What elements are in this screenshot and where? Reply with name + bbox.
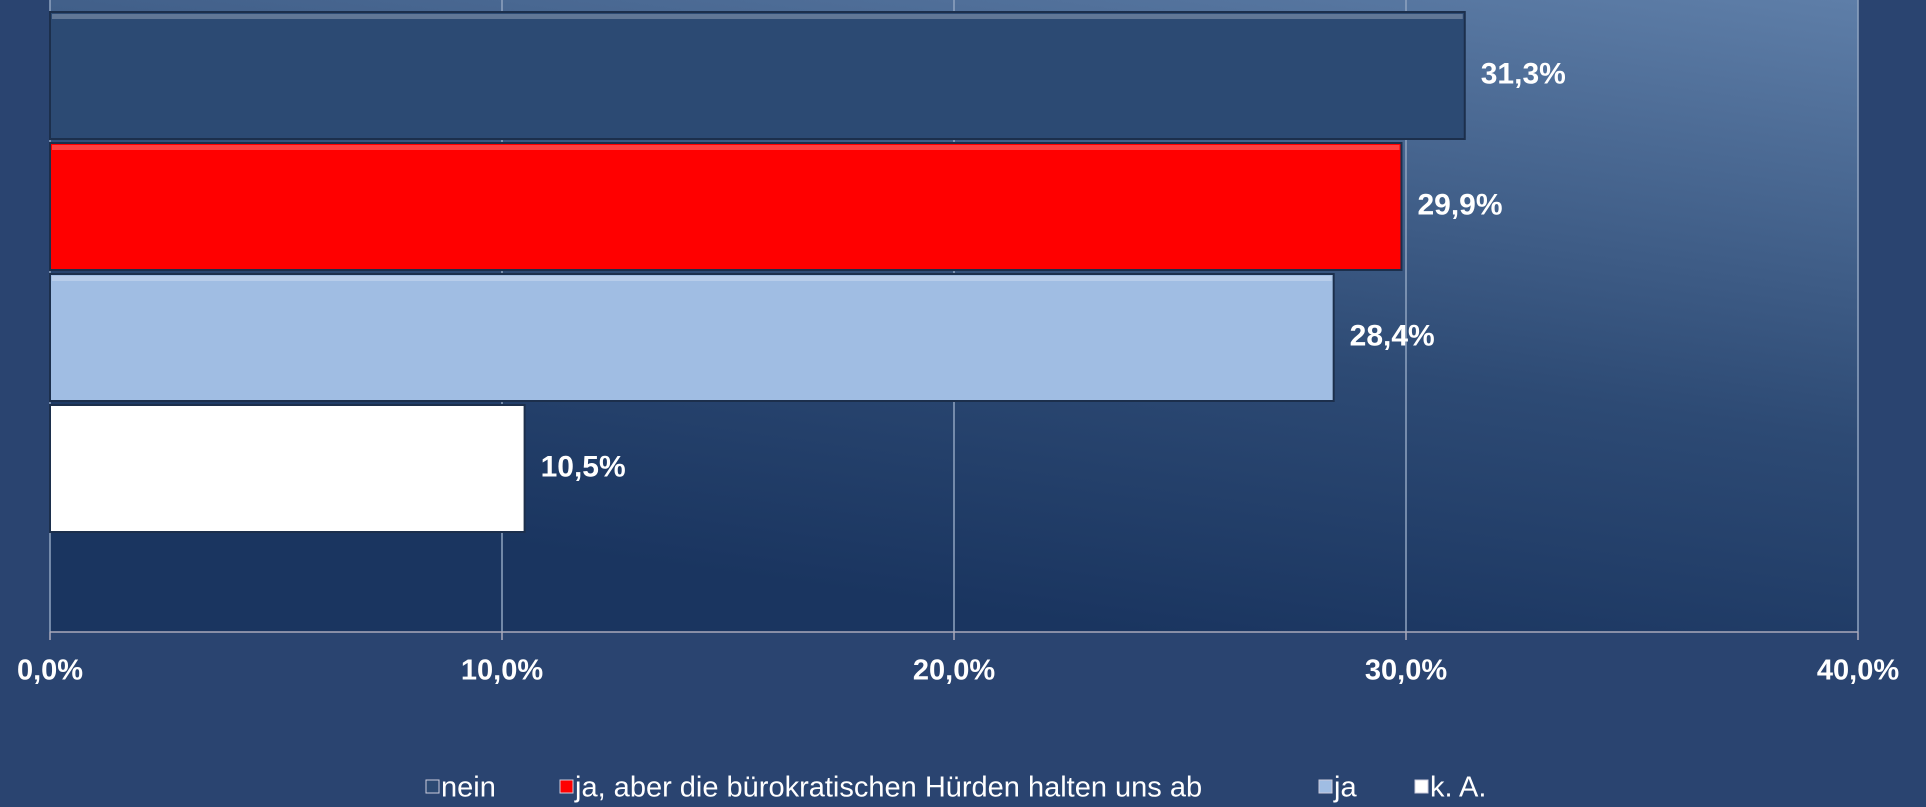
bar-highlight	[52, 14, 1463, 19]
legend-label: ja, aber die bürokratischen Hürden halte…	[574, 772, 1202, 804]
x-tick-label: 40,0%	[1817, 655, 1899, 687]
legend-label: k. A.	[1430, 772, 1486, 804]
x-tick-label: 20,0%	[913, 655, 995, 687]
bar	[49, 404, 526, 533]
value-label: 28,4%	[1350, 319, 1435, 352]
value-label: 29,9%	[1417, 188, 1502, 221]
legend-swatch	[1318, 779, 1333, 794]
legend-swatch	[425, 779, 440, 794]
bar-highlight	[52, 276, 1332, 281]
value-label: 31,3%	[1481, 57, 1566, 90]
legend-label: nein	[441, 772, 496, 804]
bar	[49, 273, 1335, 402]
x-tick-label: 30,0%	[1365, 655, 1447, 687]
bar	[49, 142, 1403, 271]
legend-swatch	[559, 779, 574, 794]
bar	[49, 11, 1466, 140]
legend-swatch	[1414, 779, 1429, 794]
value-label: 10,5%	[541, 450, 626, 483]
bar-highlight	[52, 145, 1400, 150]
legend-label: ja	[1333, 772, 1357, 804]
bar-highlight	[52, 407, 523, 412]
x-tick-label: 0,0%	[17, 655, 83, 687]
x-tick-label: 10,0%	[461, 655, 543, 687]
